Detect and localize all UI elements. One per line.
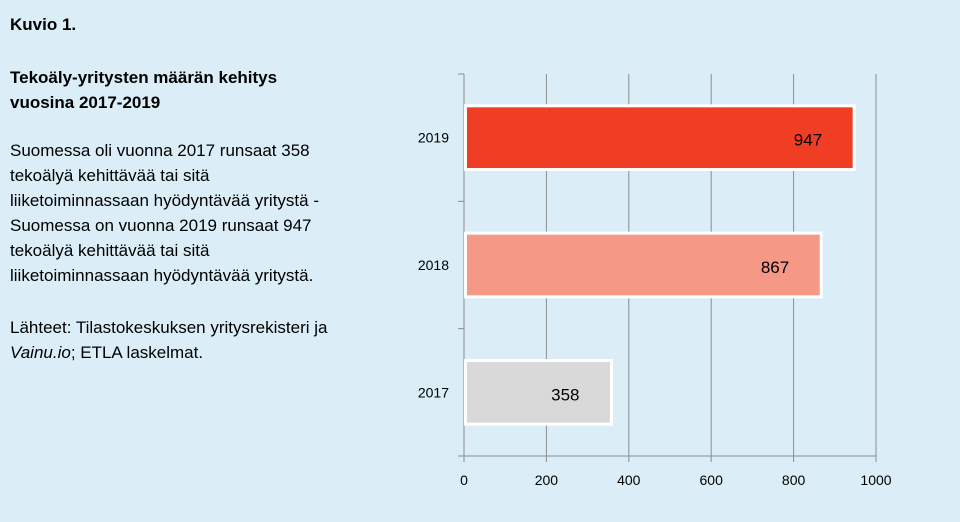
- source-prefix: Lähteet: Tilastokeskuksen yritysrekister…: [10, 318, 328, 337]
- bar-2019: [464, 104, 856, 172]
- figure-label: Kuvio 1.: [10, 15, 77, 34]
- x-tick-label-0: 0: [460, 472, 468, 488]
- source-italic: Vainu.io: [10, 343, 71, 362]
- x-tick-label-2: 400: [617, 472, 641, 488]
- x-tick-label-3: 600: [700, 472, 724, 488]
- data-label-2018: 867: [761, 258, 789, 277]
- x-tick-label-4: 800: [782, 472, 806, 488]
- source-suffix: ; ETLA laskelmat.: [70, 343, 204, 362]
- text-panel: Kuvio 1. Tekoäly-yritysten määrän kehity…: [10, 12, 340, 365]
- source-note: Lähteet: Tilastokeskuksen yritysrekister…: [10, 315, 340, 365]
- chart-title: Tekoäly-yritysten määrän kehitys vuosina…: [10, 68, 278, 112]
- data-label-2017: 358: [551, 385, 579, 404]
- x-tick-label-5: 1000: [860, 472, 891, 488]
- category-label-2017: 2017: [418, 384, 449, 400]
- bar-2017: [464, 359, 613, 426]
- data-label-2019: 947: [794, 131, 822, 150]
- x-tick-label-1: 200: [535, 472, 559, 488]
- category-label-2018: 2018: [418, 257, 449, 273]
- category-label-2019: 2019: [418, 130, 449, 146]
- bar-2018: [464, 231, 823, 299]
- chart-description: Suomessa oli vuonna 2017 runsaat 358 tek…: [10, 141, 319, 285]
